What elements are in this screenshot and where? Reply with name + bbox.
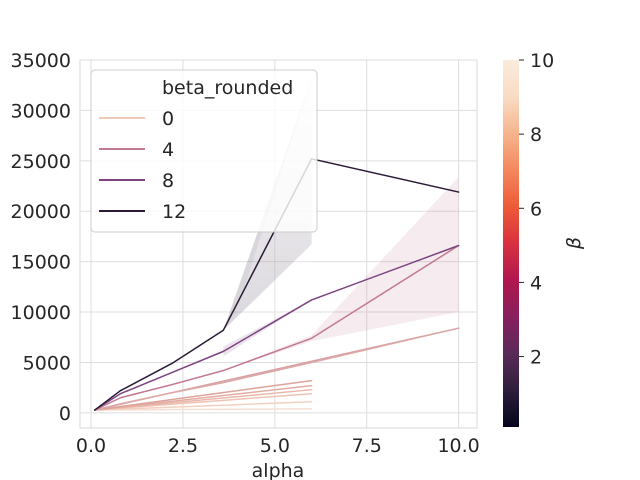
colorbar-scale — [503, 60, 519, 427]
series-line — [93, 401, 313, 411]
y-tick-label: 20000 — [11, 201, 71, 223]
x-tick-label: 0.0 — [76, 435, 106, 457]
band-overlay — [223, 78, 312, 353]
x-axis-label: alpha — [252, 460, 305, 480]
y-tick-label: 0 — [59, 403, 71, 425]
colorbar-tick-label: 10 — [530, 50, 554, 72]
x-tick-label: 5.0 — [260, 435, 290, 457]
series-lines — [93, 158, 460, 411]
x-axis-ticks: 0.0 2.5 5.0 7.5 10.0 — [76, 435, 480, 457]
colorbar-label: β — [563, 237, 585, 250]
y-tick-label: 10000 — [11, 302, 71, 324]
y-tick-label: 35000 — [11, 50, 71, 72]
series-line — [93, 244, 460, 411]
legend-entry-label: 12 — [162, 201, 186, 223]
legend-entry-label: 8 — [162, 170, 174, 192]
series-line — [93, 384, 313, 411]
series-line — [93, 408, 313, 411]
legend-title: beta_rounded — [162, 77, 293, 99]
x-tick-label: 7.5 — [352, 435, 382, 457]
series-line — [93, 379, 313, 411]
y-tick-label: 25000 — [11, 151, 71, 173]
colorbar: 2 4 6 8 10 — [503, 50, 554, 427]
legend-entry-label: 0 — [162, 108, 174, 130]
colorbar-tick-label: 2 — [530, 347, 542, 369]
legend: beta_rounded 0 4 8 12 — [90, 69, 318, 233]
confidence-band — [223, 176, 459, 371]
colorbar-tick-label: 4 — [530, 272, 542, 294]
legend-entry-label: 4 — [162, 139, 174, 161]
colorbar-tick-label: 6 — [530, 198, 542, 220]
y-tick-label: 30000 — [11, 100, 71, 122]
series-line — [93, 244, 460, 411]
y-axis-ticks: 0 5000 10000 15000 20000 25000 30000 35000 — [11, 50, 71, 425]
series-line — [93, 327, 460, 411]
x-tick-label: 2.5 — [168, 435, 198, 457]
y-tick-label: 5000 — [23, 352, 71, 374]
x-tick-label: 10.0 — [437, 435, 479, 457]
colorbar-tick-label: 8 — [530, 124, 542, 146]
legend-frame — [90, 69, 318, 233]
series-line — [93, 158, 460, 411]
y-tick-label: 15000 — [11, 252, 71, 274]
